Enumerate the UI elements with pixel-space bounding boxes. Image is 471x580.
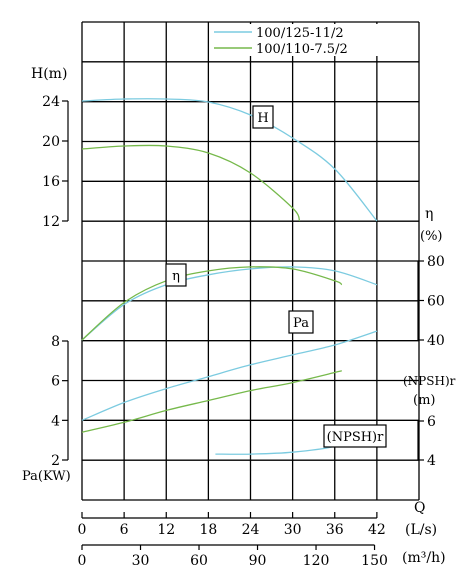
chart-labels: H(m) Pa(KW) η (%) (NPSH)r (m) Q (L/s) (m³/h) Hη Pa… — [22, 66, 456, 566]
npsh-tick-label: 6 — [427, 414, 436, 430]
flow-m3h-tick-label: 30 — [132, 553, 150, 569]
efficiency-curve-series-1 — [81, 266, 378, 341]
flow-m3h-axis-unit: (m³/h) — [402, 550, 446, 566]
efficiency-tick-label: 60 — [427, 294, 445, 310]
power-curve-label: Pa — [293, 316, 309, 331]
flow-ls-tick-label: 42 — [368, 522, 386, 538]
head-tick-label: 20 — [42, 134, 60, 150]
legend-label: 100/110-7.5/2 — [256, 42, 348, 57]
npsh-curve-label: (NPSH)r — [327, 430, 385, 445]
power-axis-title: Pa(KW) — [22, 469, 71, 484]
power-tick-label: 8 — [51, 334, 60, 350]
flow-axis-title: Q — [414, 500, 425, 516]
flow-m3h-tick-label: 90 — [249, 553, 267, 569]
power-curve-series-2 — [81, 370, 342, 433]
flow-ls-tick-label: 0 — [78, 522, 87, 538]
head-tick-label: 24 — [42, 94, 60, 110]
efficiency-curve-label-box — [165, 263, 187, 287]
npsh-tick-label: 4 — [427, 453, 436, 469]
flow-ls-tick-label: 24 — [242, 522, 260, 538]
power-curve-label-box — [288, 310, 314, 334]
flow-m3h-tick-label: 60 — [190, 553, 208, 569]
head-tick-label: 16 — [42, 174, 60, 190]
legend-entry-background — [210, 40, 410, 56]
efficiency-curve-series-2 — [81, 266, 343, 341]
head-curve-label: H — [257, 111, 268, 126]
chart-grid — [81, 21, 420, 501]
flow-ls-tick-label: 30 — [284, 522, 302, 538]
npsh-curve-label-box — [323, 424, 387, 448]
power-tick-label: 6 — [51, 374, 60, 390]
power-tick-label: 4 — [51, 413, 60, 429]
efficiency-tick-label: 80 — [427, 254, 445, 270]
power-curve-series-1 — [81, 330, 378, 421]
head-curve-series-2 — [81, 144, 301, 222]
efficiency-curve-label: η — [172, 269, 180, 284]
legend-label: 100/125-11/2 — [256, 26, 344, 41]
npsh-axis-title: (NPSH)r — [403, 374, 456, 388]
efficiency-axis-title: η — [425, 206, 433, 222]
head-tick-label: 12 — [42, 214, 60, 230]
legend-entry-background — [210, 24, 410, 40]
flow-m3h-tick-label: 150 — [361, 553, 388, 569]
npsh-axis-unit: (m) — [413, 393, 435, 408]
head-axis-title: H(m) — [31, 66, 67, 82]
power-tick-label: 2 — [51, 453, 60, 469]
flow-ls-axis-unit: (L/s) — [405, 522, 437, 538]
head-curve-series-1 — [81, 98, 378, 222]
efficiency-axis-unit: (%) — [420, 229, 443, 244]
head-curve-label-box — [252, 105, 274, 129]
flow-ls-tick-label: 6 — [120, 522, 129, 538]
flow-m3h-tick-label: 120 — [303, 553, 330, 569]
chart-curves — [81, 98, 378, 455]
efficiency-tick-label: 40 — [427, 333, 445, 349]
flow-ls-tick-label: 12 — [157, 522, 175, 538]
flow-m3h-tick-label: 0 — [78, 553, 87, 569]
flow-ls-tick-label: 36 — [326, 522, 344, 538]
flow-ls-tick-label: 18 — [199, 522, 217, 538]
